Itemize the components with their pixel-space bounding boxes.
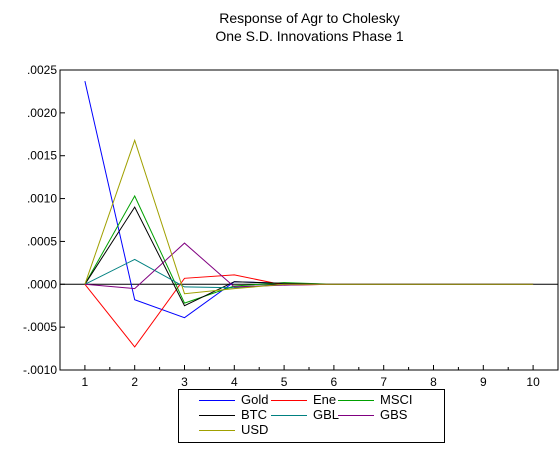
y-tick-label: .0000 <box>27 277 57 291</box>
series-line-msci <box>84 194 534 304</box>
y-tick-label: .0005 <box>27 234 57 248</box>
x-tick-label: 6 <box>331 375 338 389</box>
series-line-ene <box>84 274 534 348</box>
y-tick-label: .0015 <box>27 149 57 163</box>
legend-label: Ene <box>313 392 337 407</box>
legend-swatch <box>271 415 307 416</box>
x-tick-label: 9 <box>480 375 487 389</box>
legend-label: Gold <box>241 392 269 407</box>
axes <box>59 69 559 371</box>
series-line-usd <box>84 138 534 295</box>
x-tick-label: 5 <box>281 375 288 389</box>
x-tick-label: 3 <box>181 375 188 389</box>
legend: Gold Ene MSCI BTC GBL GBS USD <box>178 389 445 443</box>
y-tick-label: -.0005 <box>23 320 57 334</box>
y-tick-label: -.0010 <box>23 363 57 377</box>
x-tick-label: 1 <box>82 375 89 389</box>
legend-label: MSCI <box>380 392 413 407</box>
series-line-btc <box>84 206 534 307</box>
legend-swatch <box>271 400 307 401</box>
tick-label-layer: .0025 .0020 .0015 .0010 .0005 .0000 -.0005 -.00… <box>23 63 540 389</box>
legend-swatch <box>199 415 235 416</box>
series-layer <box>84 80 534 348</box>
legend-swatch <box>338 415 374 416</box>
legend-swatch <box>199 430 235 431</box>
x-tick-label: 2 <box>131 375 138 389</box>
legend-label: BTC <box>241 407 267 422</box>
x-tick-label: 4 <box>231 375 238 389</box>
plot-frame <box>59 69 559 371</box>
legend-swatch <box>199 400 235 401</box>
series-line-gbs <box>84 242 534 290</box>
legend-label: GBS <box>380 407 408 422</box>
legend-label: GBL <box>313 407 340 422</box>
x-tick-label: 8 <box>430 375 437 389</box>
legend-swatch <box>338 400 374 401</box>
y-tick-label: .0020 <box>27 106 57 120</box>
series-line-gold <box>84 80 534 319</box>
x-tick-label: 10 <box>526 375 540 389</box>
y-tick-label: .0010 <box>27 192 57 206</box>
x-tick-label: 7 <box>380 375 387 389</box>
legend-label: USD <box>241 422 269 437</box>
y-tick-label: .0025 <box>27 63 57 77</box>
chart-title: Response of Agr to Cholesky <box>219 10 400 26</box>
chart-subtitle: One S.D. Innovations Phase 1 <box>215 28 404 44</box>
